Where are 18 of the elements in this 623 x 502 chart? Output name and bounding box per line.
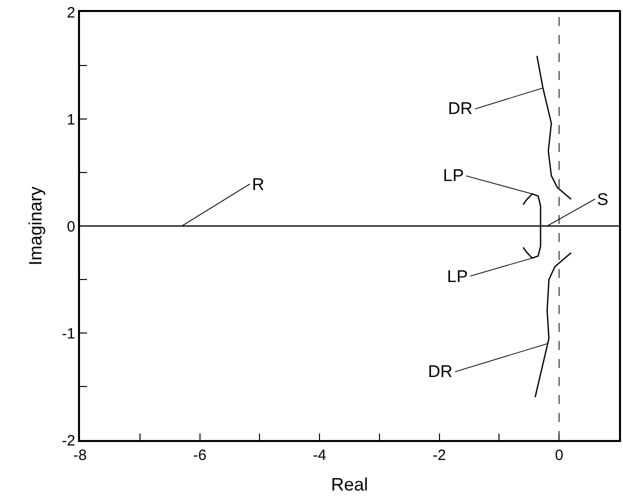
- y-tick-label: -2: [62, 432, 76, 450]
- annotation: S: [597, 190, 608, 209]
- annotation: LP: [443, 166, 464, 185]
- annotation: LP: [447, 267, 468, 286]
- x-tick-label: -2: [432, 446, 446, 464]
- y-tick-label: -1: [62, 325, 76, 342]
- annotation: DR: [428, 362, 453, 381]
- annotation: R: [252, 175, 264, 194]
- y-tick-label: 2: [66, 4, 76, 22]
- y-tick-label: 0: [66, 218, 76, 236]
- x-tick-label: -6: [193, 446, 206, 464]
- x-tick-label: -4: [312, 446, 326, 464]
- y-tick-label: 1: [66, 111, 76, 128]
- annotation: DR: [448, 99, 473, 118]
- y-axis-title: Imaginary: [26, 186, 46, 266]
- x-tick-label: -8: [73, 446, 87, 464]
- x-axis-title: Real: [330, 474, 368, 494]
- x-tick-label: 0: [554, 446, 564, 464]
